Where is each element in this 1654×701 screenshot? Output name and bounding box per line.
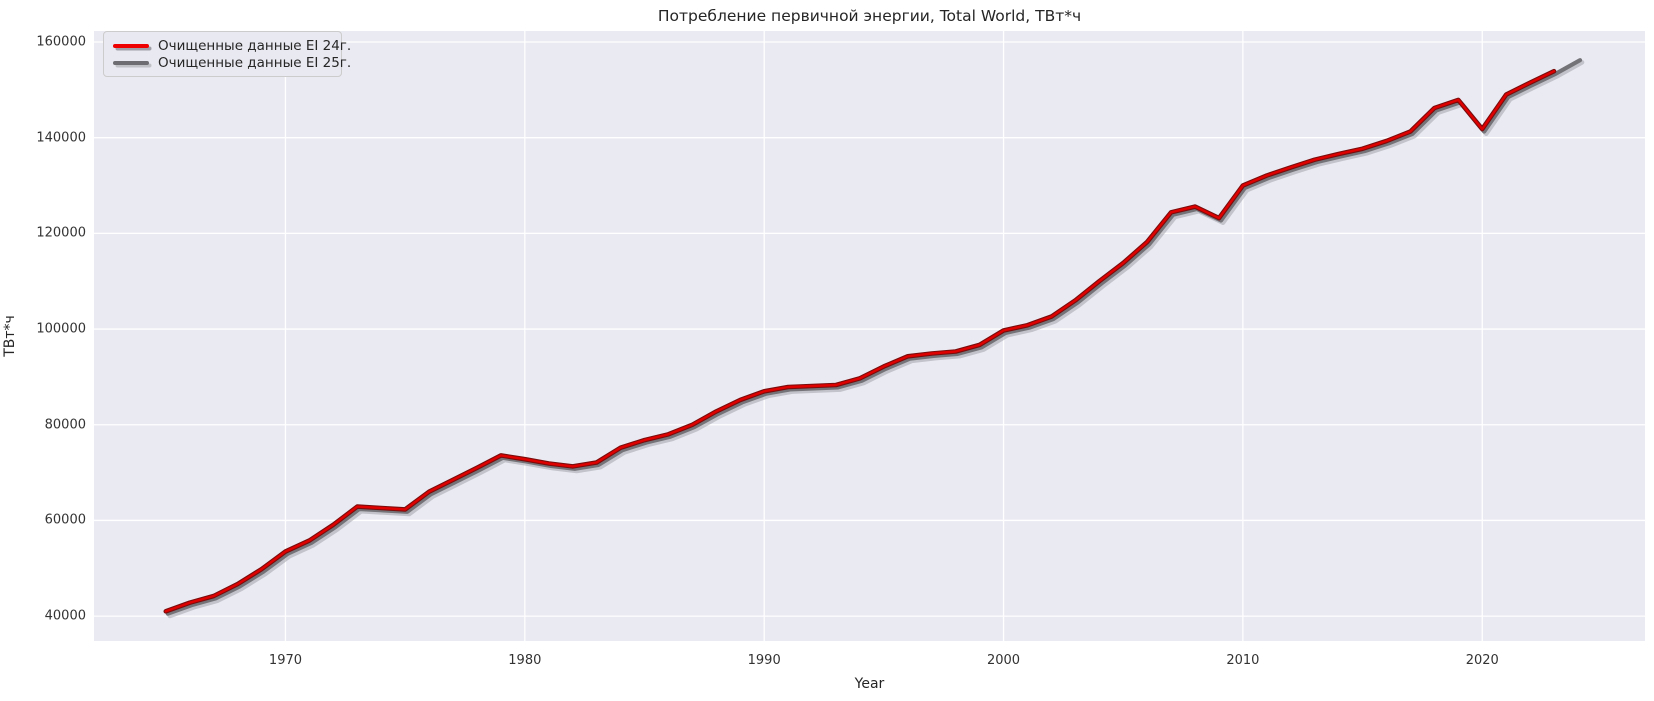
- y-tick-label-140000: 140000: [36, 130, 86, 146]
- x-tick-label-2020: 2020: [1465, 653, 1499, 668]
- x-axis-label: Year: [854, 676, 885, 692]
- x-tick-label-1980: 1980: [508, 653, 542, 668]
- legend-label-ei25: Очищенные данные EI 25г.: [158, 54, 352, 71]
- legend-label-ei24: Очищенные данные EI 24г.: [158, 37, 352, 54]
- x-tick-label-2000: 2000: [986, 653, 1021, 668]
- legend-line-red: [113, 43, 149, 48]
- legend-item-ei24: Очищенные данные EI 24г.: [113, 37, 351, 54]
- legend-item-ei25: Очищенные данные EI 25г.: [113, 54, 351, 71]
- y-tick-label-100000: 100000: [36, 321, 86, 337]
- legend-box: Очищенные данные EI 24г. Очищенные данны…: [103, 31, 351, 77]
- y-tick-label-80000: 80000: [44, 417, 86, 433]
- x-tick-label-2010: 2010: [1226, 653, 1260, 668]
- chart-title: Потребление первичной энергии, Total Wor…: [657, 7, 1082, 25]
- plot-canvas: [94, 31, 1645, 641]
- y-axis-label: ТВт*ч: [2, 315, 18, 357]
- x-tick-label-1990: 1990: [747, 653, 781, 668]
- y-tick-label-40000: 40000: [44, 608, 86, 624]
- x-tick-label-1970: 1970: [268, 653, 303, 668]
- y-tick-label-60000: 60000: [44, 512, 86, 528]
- series-line-ei24: [164, 70, 1556, 613]
- legend-line-gray: [113, 60, 149, 65]
- plot-area: [94, 31, 1645, 641]
- y-tick-label-120000: 120000: [36, 225, 86, 241]
- series-line-ei25: [165, 58, 1583, 616]
- y-tick-label-160000: 160000: [36, 34, 86, 50]
